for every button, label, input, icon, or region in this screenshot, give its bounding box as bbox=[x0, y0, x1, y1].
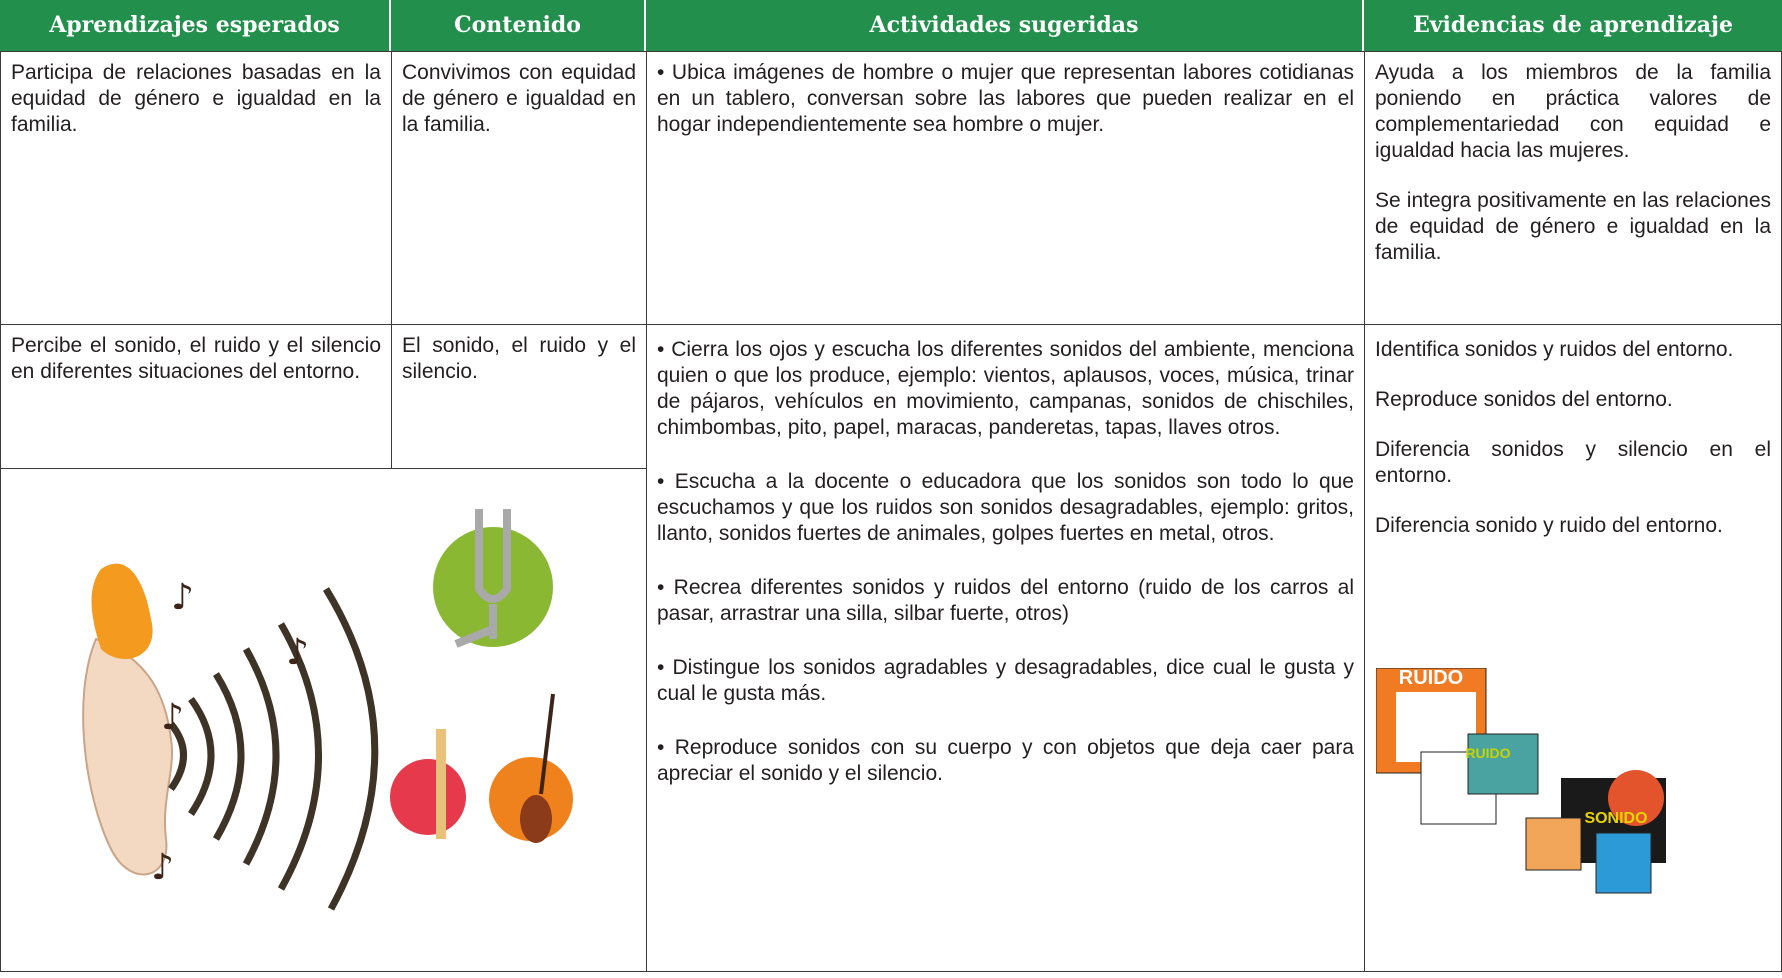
paragraph: • Ubica imágenes de hombre o mujer que r… bbox=[657, 61, 1354, 136]
green-circle bbox=[433, 527, 553, 647]
paragraph: • Reproduce sonidos con su cuerpo y con … bbox=[657, 736, 1354, 785]
paragraph: Se integra positivamente en las relacion… bbox=[1375, 189, 1771, 264]
paragraph: Reproduce sonidos del entorno. bbox=[1375, 388, 1673, 411]
paragraph: Ayuda a los miembros de la familia ponie… bbox=[1375, 61, 1771, 162]
paragraph: Identifica sonidos y ruidos del entorno. bbox=[1375, 338, 1734, 361]
header-cell: Aprendizajes esperados bbox=[0, 0, 391, 51]
cell: Percibe el sonido, el ruido y el silenci… bbox=[0, 324, 392, 469]
cell: • Ubica imágenes de hombre o mujer que r… bbox=[646, 51, 1365, 325]
header-cell: Contenido bbox=[391, 0, 646, 51]
paragraph: El sonido, el ruido y el silencio. bbox=[402, 334, 636, 383]
paragraph: • Cierra los ojos y escucha los diferent… bbox=[657, 338, 1354, 439]
image-label: RUIDO bbox=[1399, 668, 1463, 689]
ear bbox=[82, 637, 173, 876]
header-cell: Evidencias de aprendizaje bbox=[1364, 0, 1782, 51]
evidence-images: RUIDO RUIDO SONIDO bbox=[1376, 668, 1666, 894]
sonido-face bbox=[1608, 770, 1664, 826]
paragraph: • Distingue los sonidos agradables y des… bbox=[657, 656, 1354, 705]
paragraph: Participa de relaciones basadas en la eq… bbox=[11, 61, 381, 136]
cell: Participa de relaciones basadas en la eq… bbox=[0, 51, 392, 325]
notes: ♪ ♪ ♪ ♪ bbox=[151, 577, 309, 888]
paragraph: Convivimos con equidad de género e igual… bbox=[402, 61, 636, 136]
cell: Identifica sonidos y ruidos del entorno.… bbox=[1364, 324, 1782, 972]
paragraph: • Recrea diferentes sonidos y ruidos del… bbox=[657, 576, 1354, 625]
svg-text:♪: ♪ bbox=[151, 847, 174, 888]
paragraph: Diferencia sonidos y silencio en el ento… bbox=[1375, 438, 1771, 487]
svg-text:♪: ♪ bbox=[161, 697, 184, 738]
red-circle bbox=[390, 759, 466, 835]
cell: Ayuda a los miembros de la familia ponie… bbox=[1364, 51, 1782, 325]
svg-text:♪: ♪ bbox=[286, 632, 309, 673]
violin bbox=[520, 795, 552, 843]
svg-text:♪: ♪ bbox=[171, 577, 194, 618]
singer-card bbox=[1595, 832, 1652, 894]
ruido-card-2 bbox=[1467, 733, 1539, 795]
flute bbox=[436, 729, 446, 839]
image-cell: ♪ ♪ ♪ ♪ bbox=[0, 468, 647, 972]
paragraph: Diferencia sonido y ruido del entorno. bbox=[1375, 514, 1723, 537]
cell: • Cierra los ojos y escucha los diferent… bbox=[646, 324, 1365, 972]
cell: Convivimos con equidad de género e igual… bbox=[391, 51, 647, 325]
image-label: RUIDO bbox=[1465, 745, 1510, 761]
ruido-picture bbox=[1396, 692, 1476, 762]
tuning-fork bbox=[454, 509, 511, 648]
header-cell: Actividades sugeridas bbox=[646, 0, 1364, 51]
sound-waves bbox=[168, 587, 379, 911]
image-label: SONIDO bbox=[1584, 810, 1647, 827]
cell: El sonido, el ruido y el silencio. bbox=[391, 324, 647, 469]
paragraph: Percibe el sonido, el ruido y el silenci… bbox=[11, 334, 381, 383]
paragraph: • Escucha a la docente o educadora que l… bbox=[657, 470, 1354, 545]
sound-illustration: ♪ ♪ ♪ ♪ bbox=[82, 509, 573, 911]
hair bbox=[91, 563, 153, 659]
whisper-card bbox=[1525, 817, 1582, 871]
violin-neck bbox=[539, 693, 555, 795]
